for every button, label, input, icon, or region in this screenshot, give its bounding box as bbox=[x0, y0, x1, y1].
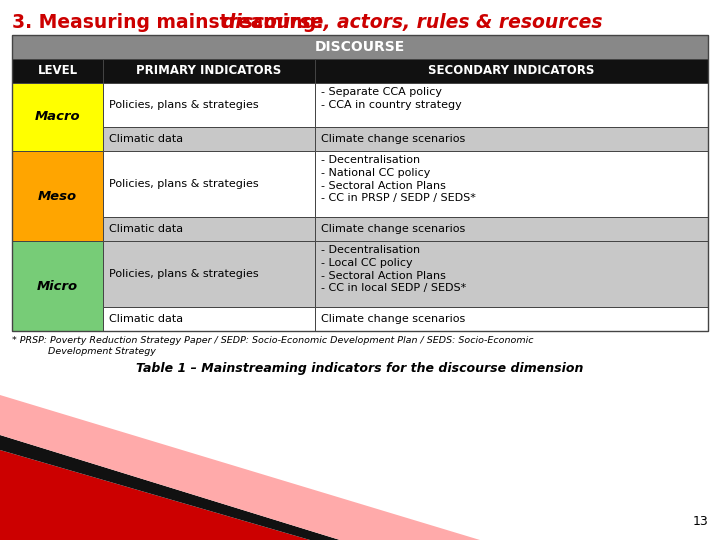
Text: - Decentralisation
- Local CC policy
- Sectoral Action Plans
- CC in local SEDP : - Decentralisation - Local CC policy - S… bbox=[321, 245, 467, 293]
Bar bbox=[315, 151, 708, 217]
Text: DISCOURSE: DISCOURSE bbox=[315, 40, 405, 54]
Bar bbox=[12, 59, 103, 83]
Bar bbox=[103, 217, 315, 241]
Text: Policies, plans & strategies: Policies, plans & strategies bbox=[109, 100, 258, 110]
Bar bbox=[103, 127, 315, 151]
Text: PRIMARY INDICATORS: PRIMARY INDICATORS bbox=[136, 64, 282, 78]
Bar bbox=[12, 83, 103, 151]
Bar bbox=[12, 35, 708, 59]
Text: Climatic data: Climatic data bbox=[109, 134, 183, 144]
Text: Climate change scenarios: Climate change scenarios bbox=[321, 224, 465, 234]
Text: Climate change scenarios: Climate change scenarios bbox=[321, 314, 465, 324]
Polygon shape bbox=[0, 395, 480, 540]
Text: * PRSP: Poverty Reduction Strategy Paper / SEDP: Socio-Economic Development Plan: * PRSP: Poverty Reduction Strategy Paper… bbox=[12, 336, 534, 345]
Polygon shape bbox=[0, 450, 310, 540]
Bar bbox=[103, 307, 315, 331]
Text: 3. Measuring mainstreaming:: 3. Measuring mainstreaming: bbox=[12, 13, 330, 32]
Text: Climate change scenarios: Climate change scenarios bbox=[321, 134, 465, 144]
Text: 13: 13 bbox=[692, 515, 708, 528]
Bar bbox=[103, 59, 315, 83]
Text: discourse, actors, rules & resources: discourse, actors, rules & resources bbox=[222, 13, 603, 32]
Bar bbox=[12, 241, 103, 331]
Text: Climatic data: Climatic data bbox=[109, 224, 183, 234]
Bar bbox=[12, 151, 103, 241]
Bar bbox=[315, 307, 708, 331]
Text: Policies, plans & strategies: Policies, plans & strategies bbox=[109, 179, 258, 189]
Text: Climatic data: Climatic data bbox=[109, 314, 183, 324]
Bar bbox=[315, 83, 708, 127]
Text: - Separate CCA policy
- CCA in country strategy: - Separate CCA policy - CCA in country s… bbox=[321, 87, 462, 110]
Text: - Decentralisation
- National CC policy
- Sectoral Action Plans
- CC in PRSP / S: - Decentralisation - National CC policy … bbox=[321, 155, 476, 204]
Text: LEVEL: LEVEL bbox=[37, 64, 78, 78]
Text: Policies, plans & strategies: Policies, plans & strategies bbox=[109, 269, 258, 279]
Text: Meso: Meso bbox=[38, 190, 77, 202]
Text: Macro: Macro bbox=[35, 111, 81, 124]
Bar bbox=[103, 241, 315, 307]
Bar bbox=[12, 35, 708, 331]
Text: Development Strategy: Development Strategy bbox=[12, 347, 156, 356]
Bar bbox=[103, 151, 315, 217]
Text: SECONDARY INDICATORS: SECONDARY INDICATORS bbox=[428, 64, 595, 78]
Bar bbox=[103, 83, 315, 127]
Bar bbox=[315, 127, 708, 151]
Bar bbox=[315, 59, 708, 83]
Text: Table 1 – Mainstreaming indicators for the discourse dimension: Table 1 – Mainstreaming indicators for t… bbox=[136, 362, 584, 375]
Bar bbox=[315, 217, 708, 241]
Bar bbox=[315, 241, 708, 307]
Polygon shape bbox=[0, 435, 340, 540]
Text: Micro: Micro bbox=[37, 280, 78, 293]
